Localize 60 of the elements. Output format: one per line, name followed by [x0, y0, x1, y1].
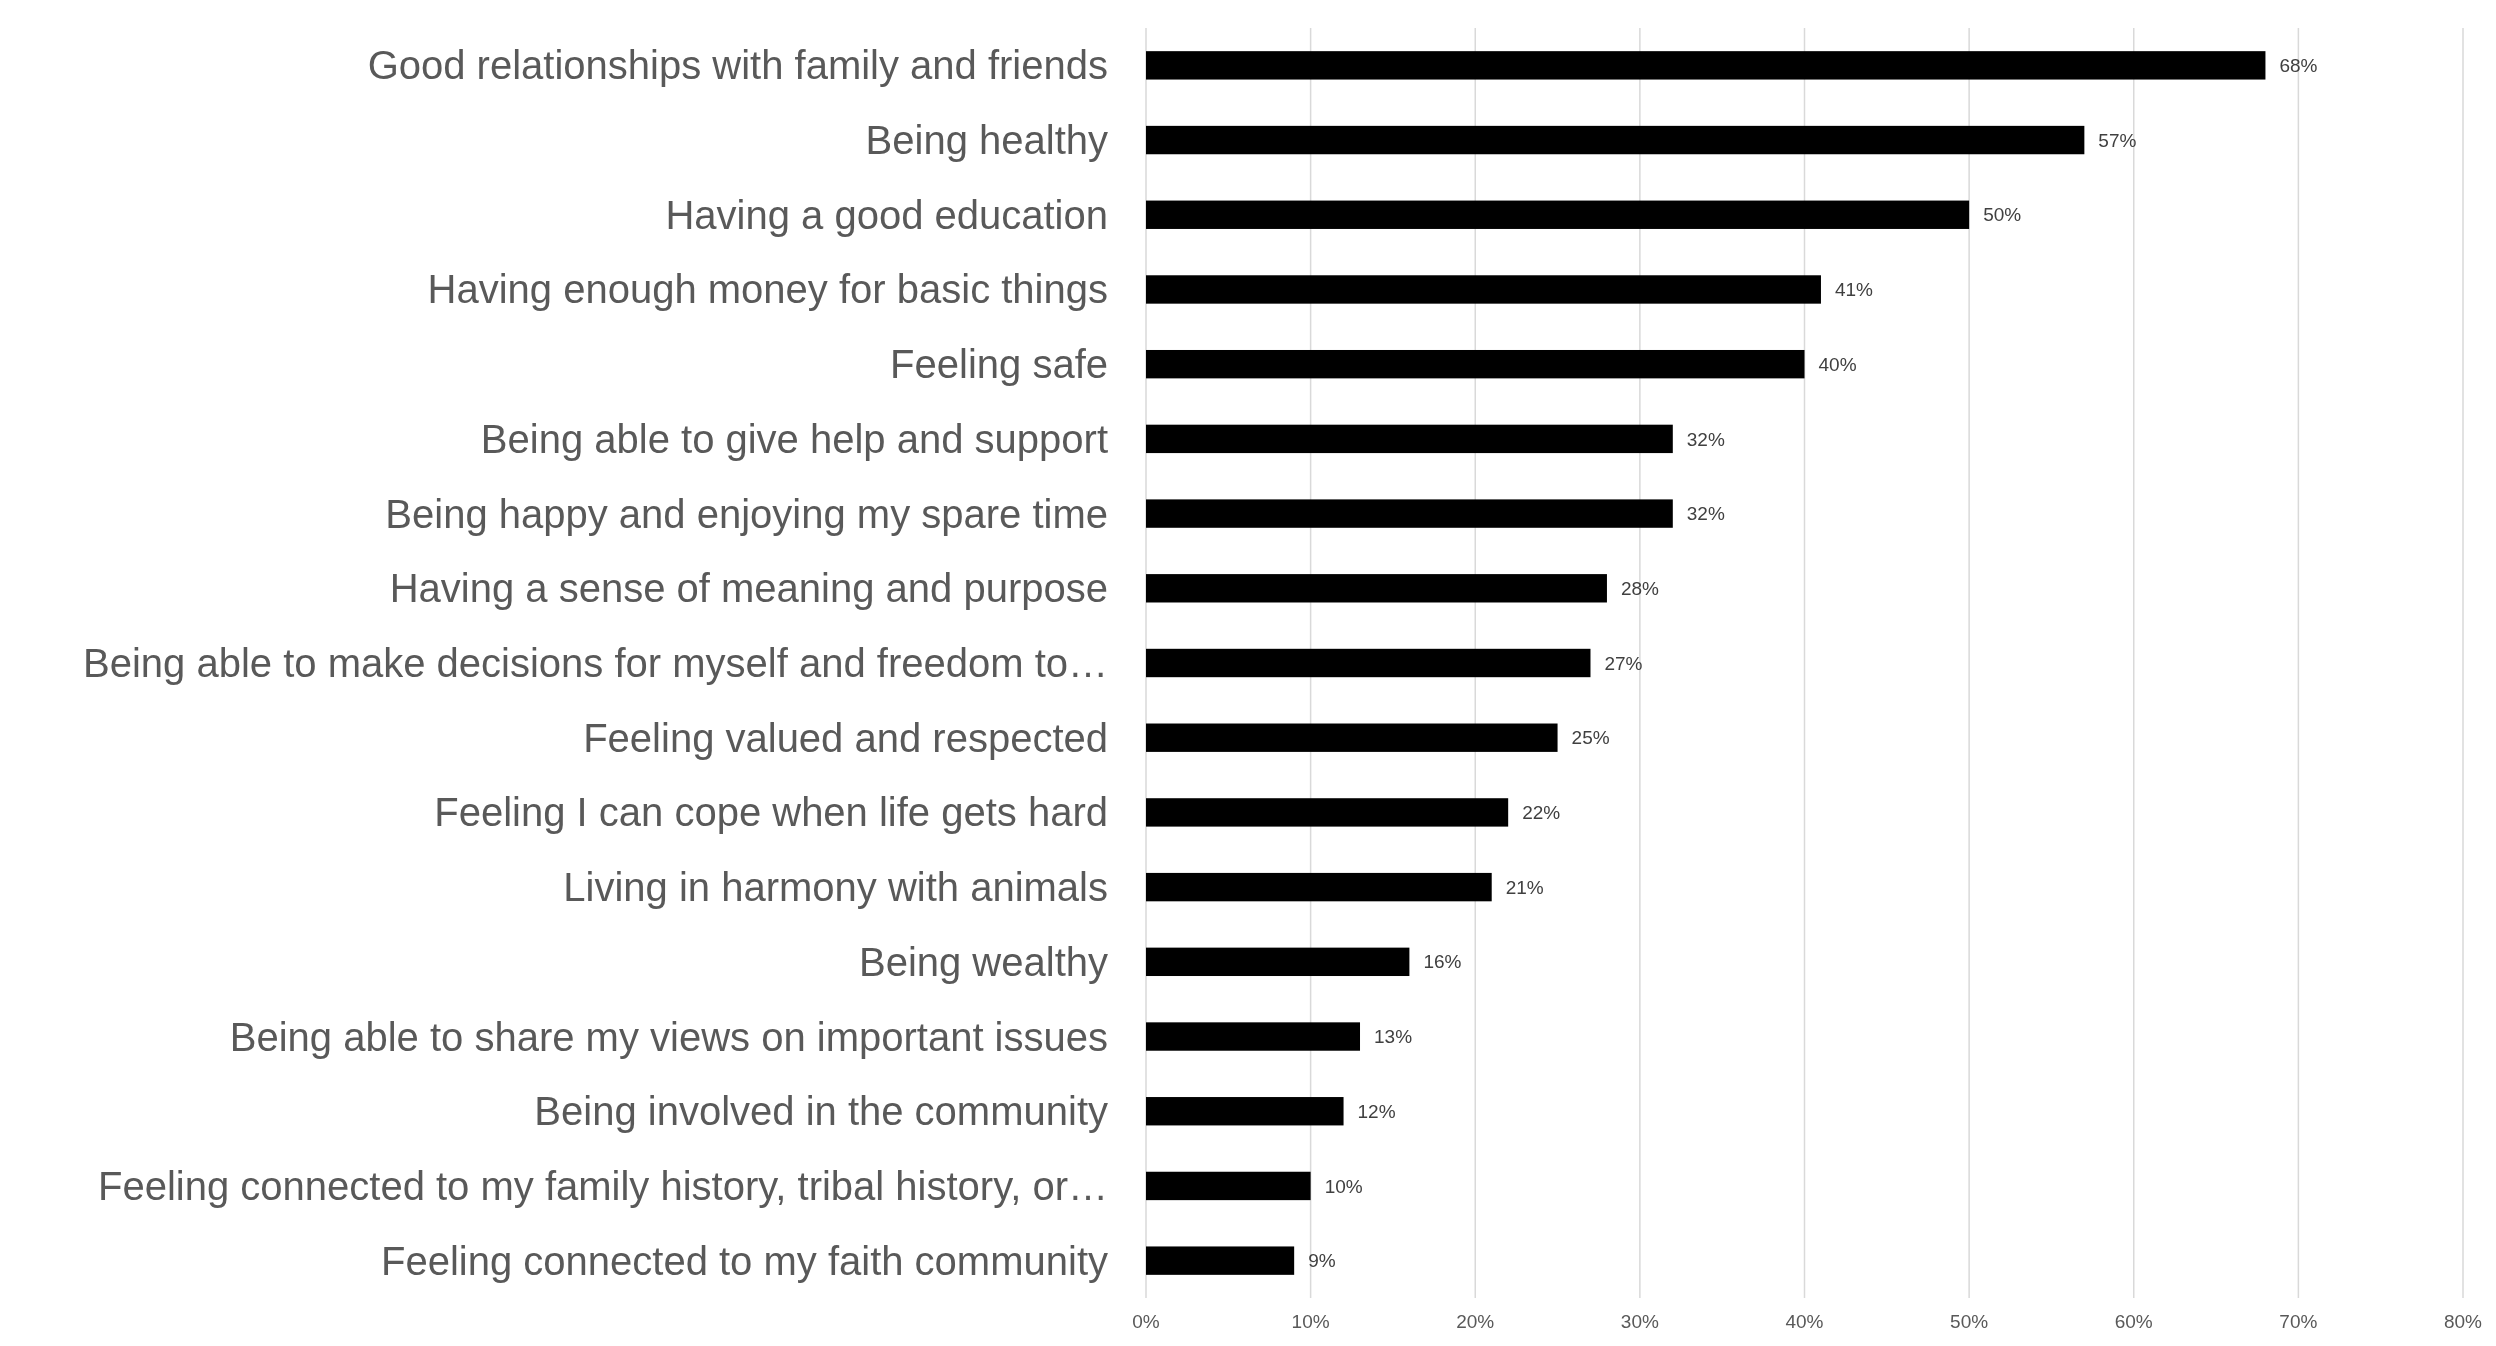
- bar: [1146, 574, 1607, 603]
- x-tick-label: 10%: [1291, 1311, 1330, 1332]
- x-tick-label: 20%: [1456, 1311, 1495, 1332]
- x-tick-label: 80%: [2443, 1311, 2483, 1332]
- data-label: 25%: [1571, 727, 1610, 749]
- x-tick-label: 70%: [2279, 1311, 2318, 1332]
- data-label: 32%: [1686, 428, 1725, 450]
- y-tick-label: Feeling safe: [890, 342, 1108, 387]
- bar: [1146, 947, 1410, 977]
- data-label: 27%: [1604, 652, 1643, 674]
- bar: [1146, 1246, 1295, 1275]
- y-tick-label: Living in harmony with animals: [563, 865, 1108, 910]
- data-label: 68%: [2279, 55, 2318, 76]
- bar: [1146, 424, 1673, 454]
- bar: [1146, 1097, 1344, 1126]
- data-label: 13%: [1374, 1026, 1413, 1048]
- data-label: 10%: [1324, 1175, 1363, 1197]
- y-tick-label: Feeling connected to my family history, tribal history, or…: [98, 1163, 1108, 1208]
- bar: [1146, 51, 2266, 80]
- y-tick-label: Being healthy: [865, 118, 1108, 163]
- y-tick-label: Being wealthy: [858, 939, 1108, 984]
- x-tick-label: 60%: [2114, 1311, 2153, 1332]
- y-tick-label: Being involved in the community: [534, 1089, 1108, 1134]
- y-tick-label: Having enough money for basic things: [427, 267, 1108, 312]
- bar: [1146, 499, 1673, 528]
- y-tick-label: Being able to give help and support: [480, 416, 1108, 461]
- data-label: 16%: [1423, 951, 1462, 973]
- y-tick-label: Feeling connected to my faith community: [380, 1238, 1108, 1283]
- bar: [1146, 1171, 1311, 1201]
- y-tick-label: Having a sense of meaning and purpose: [389, 566, 1108, 611]
- y-tick-label: Being able to make decisions for myself and freedom to…: [83, 641, 1108, 685]
- data-label: 22%: [1522, 802, 1561, 824]
- bar: [1146, 200, 1970, 229]
- y-tick-label: Good relationships with family and friends: [367, 43, 1108, 88]
- bar: [1146, 275, 1821, 304]
- bar: [1146, 872, 1492, 902]
- bar: [1146, 723, 1558, 752]
- data-label: 50%: [1983, 204, 2022, 226]
- y-tick-label: Being able to share my views on important issues: [229, 1014, 1108, 1059]
- data-label: 28%: [1620, 577, 1660, 599]
- data-label: 41%: [1834, 279, 1874, 301]
- bar: [1146, 648, 1591, 678]
- bar: [1146, 125, 2085, 155]
- x-tick-label: 40%: [1785, 1311, 1824, 1332]
- bar: [1146, 349, 1805, 379]
- data-label: 9%: [1308, 1250, 1336, 1272]
- data-label: 21%: [1505, 876, 1544, 898]
- x-tick-label: 0%: [1132, 1311, 1160, 1332]
- data-label: 57%: [2098, 129, 2137, 151]
- x-tick-label: 30%: [1620, 1311, 1659, 1332]
- data-label: 40%: [1818, 353, 1857, 375]
- y-tick-label: Being happy and enjoying my spare time: [385, 491, 1108, 536]
- y-tick-label: Having a good education: [665, 192, 1108, 237]
- y-tick-label: Feeling I can cope when life gets hard: [434, 790, 1108, 835]
- x-tick-label: 50%: [1950, 1311, 1989, 1332]
- data-label: 12%: [1357, 1100, 1396, 1122]
- data-label: 32%: [1686, 503, 1725, 525]
- bar: [1146, 798, 1509, 827]
- bar: [1146, 1022, 1361, 1051]
- y-tick-label: Feeling valued and respected: [583, 715, 1108, 760]
